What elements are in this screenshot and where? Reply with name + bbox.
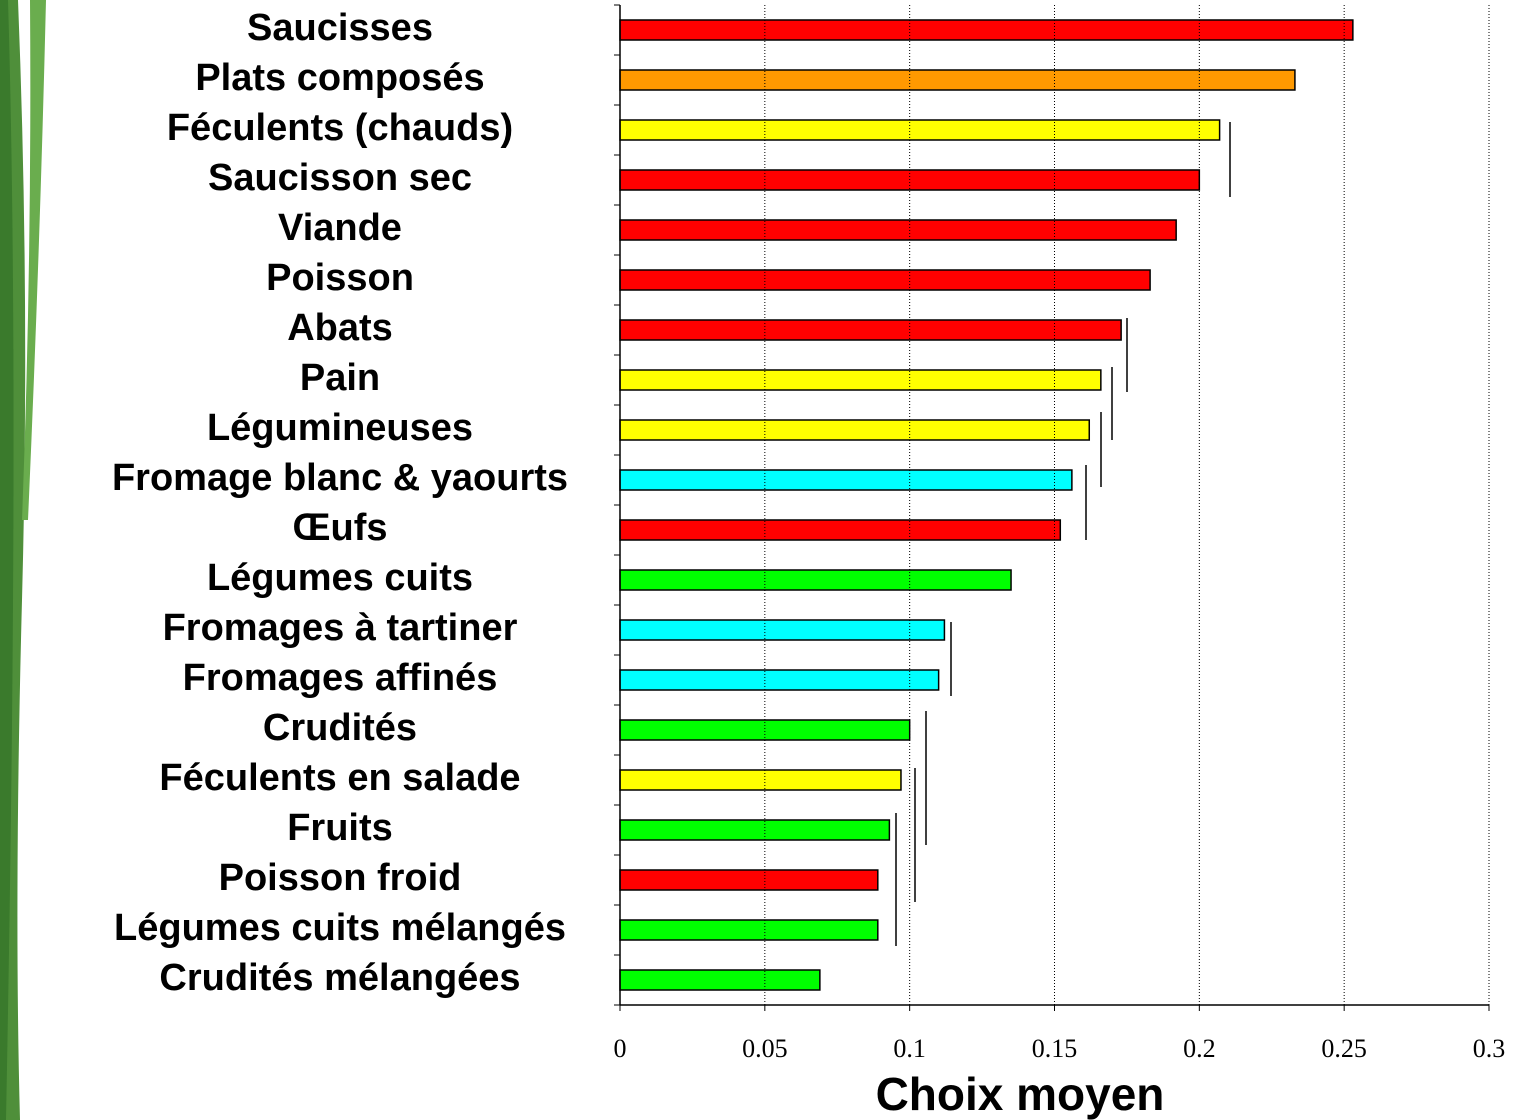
- y-tick-label: Saucisses: [247, 7, 433, 49]
- y-tick-label: Fromages à tartiner: [163, 607, 518, 649]
- bar: [619, 869, 879, 891]
- y-tick-label: Pain: [300, 357, 380, 399]
- bar: [619, 619, 946, 641]
- y-tick-label: Œufs: [293, 507, 388, 549]
- bar: [619, 269, 1151, 291]
- bar: [619, 819, 891, 841]
- y-tick-label: Poisson froid: [219, 857, 462, 899]
- x-tick-label: 0.2: [1183, 1034, 1216, 1063]
- y-tick-label: Saucisson sec: [208, 157, 472, 199]
- bar: [619, 319, 1122, 341]
- y-tick-label: Viande: [278, 207, 402, 249]
- x-tick-label: 0.1: [893, 1034, 926, 1063]
- bar: [619, 519, 1062, 541]
- decoration: [0, 0, 46, 1120]
- bar: [619, 219, 1177, 241]
- y-tick-label: Légumineuses: [207, 407, 473, 449]
- bar: [619, 569, 1012, 591]
- y-tick-label: Légumes cuits: [207, 557, 473, 599]
- bar: [619, 919, 879, 941]
- bar: [619, 669, 940, 691]
- bar: [619, 969, 821, 991]
- y-tick-label: Crudités mélangées: [159, 957, 520, 999]
- x-axis-label: Choix moyen: [876, 1068, 1165, 1120]
- bar: [619, 119, 1221, 141]
- y-tick-label: Fruits: [287, 807, 393, 849]
- y-tick-label: Plats composés: [195, 57, 484, 99]
- y-tick-label: Fromage blanc & yaourts: [112, 457, 568, 499]
- y-tick-label: Fromages affinés: [183, 657, 498, 699]
- y-tick-label: Légumes cuits mélangés: [114, 907, 566, 949]
- x-tick-label: 0: [614, 1034, 627, 1063]
- x-tick-label: 0.3: [1473, 1034, 1506, 1063]
- bar: [619, 369, 1102, 391]
- y-tick-label: Abats: [287, 307, 393, 349]
- bar: [619, 69, 1296, 91]
- y-tick-label: Féculents en salade: [159, 757, 520, 799]
- bar: [619, 769, 902, 791]
- bar: [619, 419, 1091, 441]
- y-tick-label: Féculents (chauds): [167, 107, 513, 149]
- x-tick-label: 0.25: [1321, 1034, 1367, 1063]
- bar: [619, 469, 1073, 491]
- significance-lines: [895, 122, 1231, 946]
- y-tick-label: Crudités: [263, 707, 417, 749]
- x-tick-label: 0.05: [742, 1034, 788, 1063]
- bar: [619, 19, 1354, 41]
- y-tick-label: Poisson: [266, 257, 414, 299]
- x-tick-label: 0.15: [1032, 1034, 1078, 1063]
